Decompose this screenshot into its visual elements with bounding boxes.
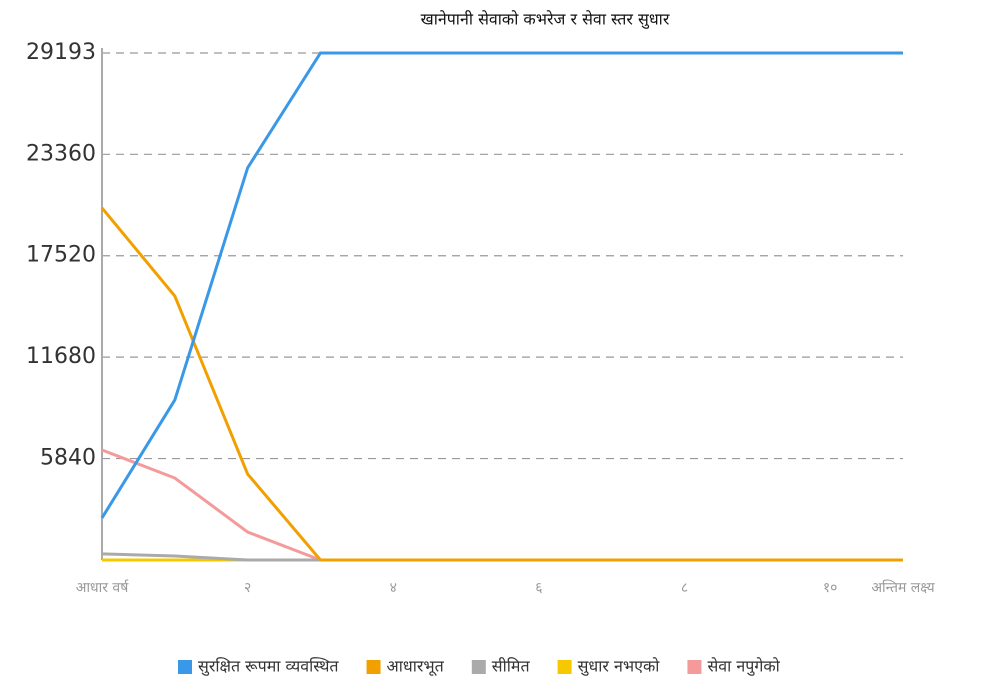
x-tick-label: ६ <box>535 580 542 596</box>
legend-label: सीमित <box>492 657 531 676</box>
x-tick-label: ८ <box>681 580 688 596</box>
legend-item: सेवा नपुगेको <box>687 657 781 677</box>
legend-label: आधारभूत <box>387 657 445 677</box>
x-tick-label: अन्तिम लक्ष्य <box>871 579 935 596</box>
y-tick-label: 5840 <box>40 446 96 471</box>
x-tick-label: आधार वर्ष <box>76 579 130 596</box>
legend-swatch <box>687 660 702 674</box>
y-tick-label: 23360 <box>26 141 96 166</box>
legend-swatch <box>557 660 572 674</box>
series-line <box>100 51 903 519</box>
legend-label: सेवा नपुगेको <box>707 657 780 677</box>
legend-label: सुरक्षित रूपमा व्यवस्थित <box>198 657 339 677</box>
legend-swatch <box>366 660 381 674</box>
series-line <box>100 207 903 562</box>
y-tick-label: 11680 <box>26 344 96 369</box>
series-line <box>101 448 903 562</box>
legend-item: सुरक्षित रूपमा व्यवस्थित <box>178 657 339 677</box>
legend-item: सुधार नभएको <box>557 657 661 677</box>
legend-label: सुधार नभएको <box>578 657 661 677</box>
x-tick-label: ४ <box>390 580 397 596</box>
y-tick-label: 29193 <box>26 40 96 65</box>
x-tick-label: १० <box>823 580 838 596</box>
chart-title: खानेपानी सेवाको कभरेज र सेवा स्तर सुधार <box>421 10 670 30</box>
legend-swatch <box>178 660 192 674</box>
y-tick-label: 17520 <box>26 243 96 268</box>
legend-swatch <box>471 660 486 674</box>
x-tick-label: २ <box>244 580 251 596</box>
legend-item: सीमित <box>471 657 531 676</box>
legend-item: आधारभूत <box>366 657 445 677</box>
